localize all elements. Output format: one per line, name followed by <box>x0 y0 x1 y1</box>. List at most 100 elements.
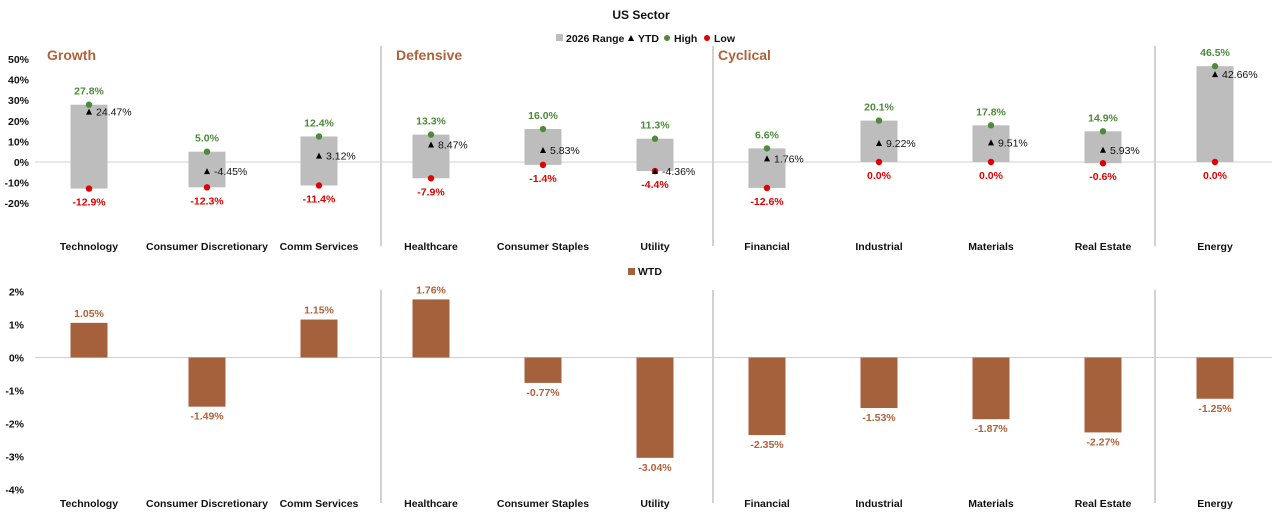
low-label-energy: 0.0% <box>1203 170 1228 182</box>
wtd-label-healthcare: 1.76% <box>416 284 446 296</box>
legend-label-2026-range: 2026 Range <box>566 33 625 45</box>
y-tick-bottom-2: -2% <box>5 419 24 431</box>
high-label-industrial: 20.1% <box>864 102 894 114</box>
category-top-energy: Energy <box>1197 241 1233 253</box>
low-label-technology: -12.9% <box>72 197 106 209</box>
ytd-marker-materials <box>988 139 994 146</box>
ytd-label-technology: 24.47% <box>96 107 132 119</box>
low-label-materials: 0.0% <box>979 170 1004 182</box>
low-dot-healthcare <box>427 175 435 182</box>
ytd-marker-utility <box>652 167 658 174</box>
range-bar-technology <box>70 104 108 189</box>
high-dot-healthcare <box>427 131 435 138</box>
category-top-industrial: Industrial <box>855 241 902 253</box>
wtd-bar-comm-services <box>300 319 338 358</box>
category-top-consumer-staples: Consumer Staples <box>497 241 589 253</box>
low-dot-industrial <box>875 158 883 166</box>
wtd-label-consumer-staples: -0.77% <box>526 387 560 399</box>
y-tick-top-10: -10% <box>4 178 29 190</box>
ytd-marker-financial <box>764 155 770 162</box>
wtd-label-materials: -1.87% <box>974 423 1008 435</box>
high-dot-industrial <box>875 117 883 124</box>
high-dot-energy <box>1211 63 1219 70</box>
range-chart-y-axis: 50% 40% 30% 20% 10% 0% -10% -20% <box>4 54 1272 210</box>
category-bottom-utility: Utility <box>640 498 669 510</box>
group-label-defensive: Defensive <box>396 47 462 63</box>
legend-label-ytd: YTD <box>638 33 659 45</box>
high-dot-materials <box>987 122 995 129</box>
low-dot-materials <box>987 158 995 166</box>
category-bottom-industrial: Industrial <box>855 498 902 510</box>
wtd-label-utility: -3.04% <box>638 462 672 474</box>
legend-swatch-2026-range <box>556 34 563 41</box>
ytd-label-consumer-staples: 5.83% <box>550 145 580 157</box>
ytd-label-healthcare: 8.47% <box>438 140 468 152</box>
high-dot-technology <box>85 101 93 108</box>
y-tick-top-30: 30% <box>8 95 30 107</box>
ytd-marker-consumer-discretionary <box>204 168 210 175</box>
high-label-technology: 27.8% <box>74 86 104 98</box>
chart-title: US Sector <box>612 8 670 22</box>
category-bottom-consumer-discretionary: Consumer Discretionary <box>146 498 268 510</box>
low-label-real-estate: -0.6% <box>1089 171 1117 183</box>
range-bar-consumer-staples <box>524 129 562 165</box>
high-label-consumer-staples: 16.0% <box>528 110 558 122</box>
legend-swatch-ytd <box>628 35 634 41</box>
ytd-label-utility: -4.36% <box>662 166 695 178</box>
ytd-marker-healthcare <box>428 141 434 148</box>
y-tick-top-20: -20% <box>4 198 29 210</box>
y-tick-top-50: 50% <box>8 54 30 66</box>
high-label-energy: 46.5% <box>1200 47 1230 59</box>
y-tick-top-40: 40% <box>8 75 30 87</box>
low-label-industrial: 0.0% <box>867 170 892 182</box>
high-label-consumer-discretionary: 5.0% <box>195 133 220 145</box>
ytd-marker-industrial <box>876 140 882 147</box>
wtd-chart-legend: WTD <box>628 266 662 278</box>
ytd-label-comm-services: 3.12% <box>326 151 356 163</box>
ytd-label-energy: 42.66% <box>1222 69 1258 81</box>
ytd-label-industrial: 9.22% <box>886 138 916 150</box>
category-top-consumer-discretionary: Consumer Discretionary <box>146 241 268 253</box>
range-chart-legend: 2026 Range YTD High Low <box>556 33 736 45</box>
low-dot-consumer-discretionary <box>203 184 211 191</box>
low-label-consumer-staples: -1.4% <box>529 173 557 185</box>
high-dot-financial <box>763 145 771 152</box>
wtd-bar-technology <box>70 322 108 358</box>
high-label-real-estate: 14.9% <box>1088 112 1118 124</box>
high-dot-consumer-staples <box>539 125 547 133</box>
category-top-financial: Financial <box>744 241 790 253</box>
y-tick-top-20: 20% <box>8 116 30 128</box>
legend-label-high: High <box>674 33 697 45</box>
wtd-bar-materials <box>972 357 1010 420</box>
high-dot-utility <box>651 135 659 142</box>
category-bottom-healthcare: Healthcare <box>404 498 458 510</box>
high-dot-comm-services <box>315 133 323 140</box>
category-top-healthcare: Healthcare <box>404 241 458 253</box>
y-tick-bottom-0: 0% <box>9 353 25 365</box>
category-top-utility: Utility <box>640 241 669 253</box>
high-label-utility: 11.3% <box>640 120 670 132</box>
ytd-marker-technology <box>86 108 92 115</box>
wtd-bar-consumer-discretionary <box>188 357 226 407</box>
y-tick-bottom-2: 2% <box>9 287 25 299</box>
ytd-marker-real-estate <box>1100 146 1106 153</box>
high-label-materials: 17.8% <box>976 106 1006 118</box>
ytd-label-financial: 1.76% <box>774 153 804 165</box>
high-dot-consumer-discretionary <box>203 148 211 155</box>
category-bottom-consumer-staples: Consumer Staples <box>497 498 589 510</box>
low-dot-consumer-staples <box>539 161 547 169</box>
category-bottom-energy: Energy <box>1197 498 1233 510</box>
wtd-bar-real-estate <box>1084 357 1122 433</box>
legend-label-wtd: WTD <box>638 266 662 278</box>
wtd-label-financial: -2.35% <box>750 439 784 451</box>
wtd-label-real-estate: -2.27% <box>1086 436 1120 448</box>
low-dot-technology <box>85 185 93 192</box>
range-chart-plot: 27.8% -12.9% 24.47% 5.0% -12.3% -4.45% 12.4% -1… <box>70 47 1258 209</box>
wtd-label-industrial: -1.53% <box>862 412 896 424</box>
y-tick-bottom-3: -3% <box>5 452 24 464</box>
wtd-bar-healthcare <box>412 299 450 358</box>
category-top-technology: Technology <box>60 241 118 253</box>
low-label-comm-services: -11.4% <box>303 193 336 205</box>
legend-swatch-low <box>704 35 710 41</box>
